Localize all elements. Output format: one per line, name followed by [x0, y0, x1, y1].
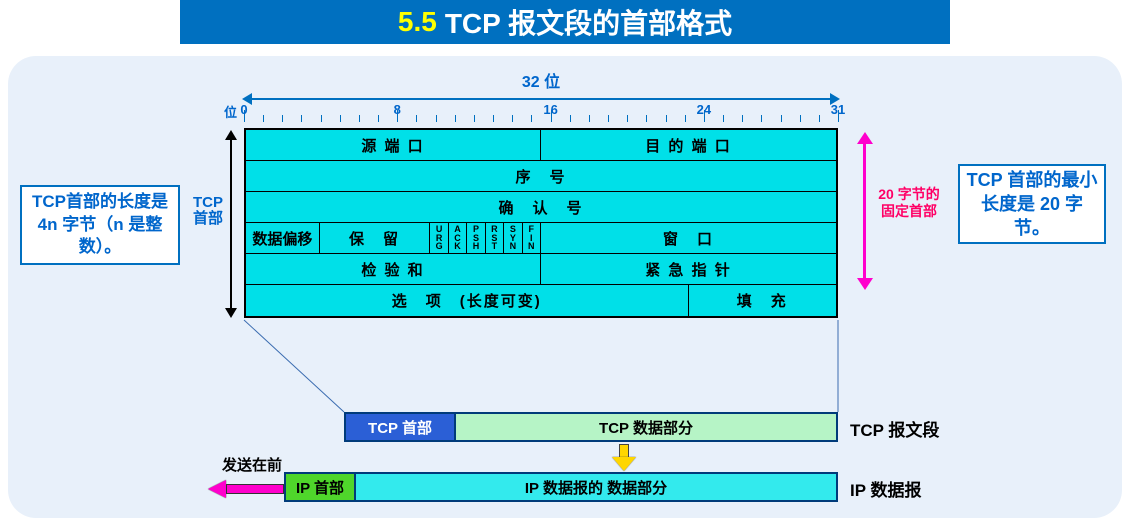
- seg-head-text: TCP 首部: [368, 417, 432, 438]
- ruler-number: 16: [543, 102, 557, 117]
- tcp-field: 序 号: [246, 161, 836, 191]
- ip-datagram-row: IP 首部 IP 数据报的 数据部分: [284, 472, 838, 502]
- tcp-flag-fin: FIN: [523, 223, 541, 253]
- ruler-tick: [570, 115, 571, 122]
- ruler-tick: [627, 115, 628, 122]
- tcp-field: 窗 口: [541, 223, 836, 253]
- ruler-tick: [340, 115, 341, 122]
- ruler-tick: [282, 115, 283, 122]
- ruler-tick: [723, 115, 724, 122]
- tcp-field: 目 的 端 口: [541, 130, 836, 160]
- left-arrow-icon: [208, 480, 284, 498]
- ruler-tick: [531, 115, 532, 122]
- send-front-label: 发送在前: [222, 454, 282, 475]
- ruler-tick: [781, 115, 782, 122]
- table-row: 序 号: [246, 161, 836, 192]
- ruler-tick: [666, 115, 667, 122]
- table-row: 选 项 (长度可变)填 充: [246, 285, 836, 316]
- title-text: TCP 报文段的首部格式: [445, 2, 732, 42]
- ruler-tick: [436, 115, 437, 122]
- ruler-tick: [359, 115, 360, 122]
- tcp-segment-label: TCP 报文段: [850, 416, 939, 441]
- tcp-field: 数据偏移: [246, 223, 320, 253]
- ruler-tick: [608, 115, 609, 122]
- fixed-20-bytes-label: 20 字节的固定首部: [876, 186, 942, 220]
- table-row: 数据偏移保 留URGACKPSHRSTSYNFIN窗 口: [246, 223, 836, 254]
- tcp-flag-rst: RST: [486, 223, 504, 253]
- ruler-tick: [455, 115, 456, 122]
- ruler-tick: [589, 115, 590, 122]
- title-bar: 5.5 TCP 报文段的首部格式: [180, 0, 950, 44]
- fixed-20-bytes-text: 20 字节的固定首部: [878, 186, 939, 219]
- bit-ruler: 32 位 08162431: [244, 88, 838, 128]
- ruler-unit-label: 位: [224, 102, 237, 121]
- ruler-tick: [493, 115, 494, 122]
- table-row: 确 认 号: [246, 192, 836, 223]
- tcp-header-side-label: TCP 首部: [192, 195, 224, 227]
- tcp-segment-row: TCP 首部 TCP 数据部分: [344, 412, 838, 442]
- ruler-title: 32 位: [244, 68, 838, 92]
- tcp-flag-ack: ACK: [449, 223, 467, 253]
- ruler-tick: [742, 115, 743, 122]
- fixed-20-bytes-arrow: [860, 132, 870, 290]
- tcp-field: 确 认 号: [246, 192, 836, 222]
- ruler-tick: [761, 115, 762, 122]
- tcp-field: 选 项 (长度可变): [246, 285, 689, 316]
- ruler-tick: [321, 115, 322, 122]
- dg-head-text: IP 首部: [296, 477, 344, 498]
- down-arrow-icon: [612, 444, 636, 472]
- ruler-number: 0: [240, 102, 247, 117]
- ip-datagram-data-cell: IP 数据报的 数据部分: [356, 474, 836, 500]
- ruler-number: 8: [394, 102, 401, 117]
- tcp-segment-header-cell: TCP 首部: [346, 414, 456, 440]
- ruler-tick: [378, 115, 379, 122]
- left-size-bracket: [226, 130, 236, 318]
- callout-left-text: TCP首部的长度是 4n 字节（n 是整数）。: [26, 191, 174, 260]
- ruler-tick: [819, 115, 820, 122]
- tcp-segment-data-cell: TCP 数据部分: [456, 414, 836, 440]
- callout-right: TCP 首部的最小长度是 20 字节。: [958, 164, 1106, 244]
- ip-datagram-header-cell: IP 首部: [286, 474, 356, 500]
- tcp-field: 填 充: [689, 285, 837, 316]
- tcp-field: 源 端 口: [246, 130, 541, 160]
- ruler-tick: [474, 115, 475, 122]
- table-row: 检 验 和紧 急 指 针: [246, 254, 836, 285]
- callout-right-text: TCP 首部的最小长度是 20 字节。: [964, 168, 1100, 241]
- tcp-field: 保 留: [320, 223, 431, 253]
- ruler-tick: [685, 115, 686, 122]
- ruler-tick: [416, 115, 417, 122]
- ip-datagram-label: IP 数据报: [850, 476, 921, 501]
- tcp-flag-psh: PSH: [467, 223, 485, 253]
- table-row: 源 端 口目 的 端 口: [246, 130, 836, 161]
- tcp-flag-urg: URG: [430, 223, 448, 253]
- dg-data-text: IP 数据报的 数据部分: [525, 477, 667, 498]
- tcp-header-side-label-text: TCP 首部: [193, 194, 223, 227]
- callout-left: TCP首部的长度是 4n 字节（n 是整数）。: [20, 185, 180, 265]
- ruler-tick: [646, 115, 647, 122]
- title-number: 5.5: [398, 6, 437, 38]
- seg-data-text: TCP 数据部分: [599, 417, 693, 438]
- ruler-number: 24: [697, 102, 711, 117]
- ruler-tick: [263, 115, 264, 122]
- ruler-number: 31: [831, 102, 845, 117]
- ruler-tick: [800, 115, 801, 122]
- tcp-field: 检 验 和: [246, 254, 541, 284]
- tcp-header-table: 源 端 口目 的 端 口序 号确 认 号数据偏移保 留URGACKPSHRSTS…: [244, 128, 838, 318]
- tcp-field: 紧 急 指 针: [541, 254, 836, 284]
- ruler-tick: [301, 115, 302, 122]
- tcp-flag-syn: SYN: [504, 223, 522, 253]
- ruler-tick: [512, 115, 513, 122]
